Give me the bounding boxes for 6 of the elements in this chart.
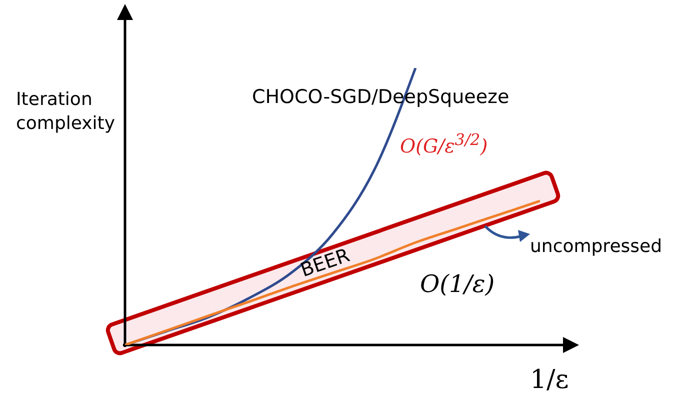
annotation: uncompressed	[530, 236, 662, 257]
annotation: O(G/ε$^{3/2}$)	[400, 130, 488, 158]
y-axis-title: Iteration complexity	[16, 88, 116, 136]
x-axis-title: 1/ε	[530, 365, 569, 395]
text: BEER	[298, 244, 352, 282]
annotation: O(1/ε)	[420, 270, 495, 298]
